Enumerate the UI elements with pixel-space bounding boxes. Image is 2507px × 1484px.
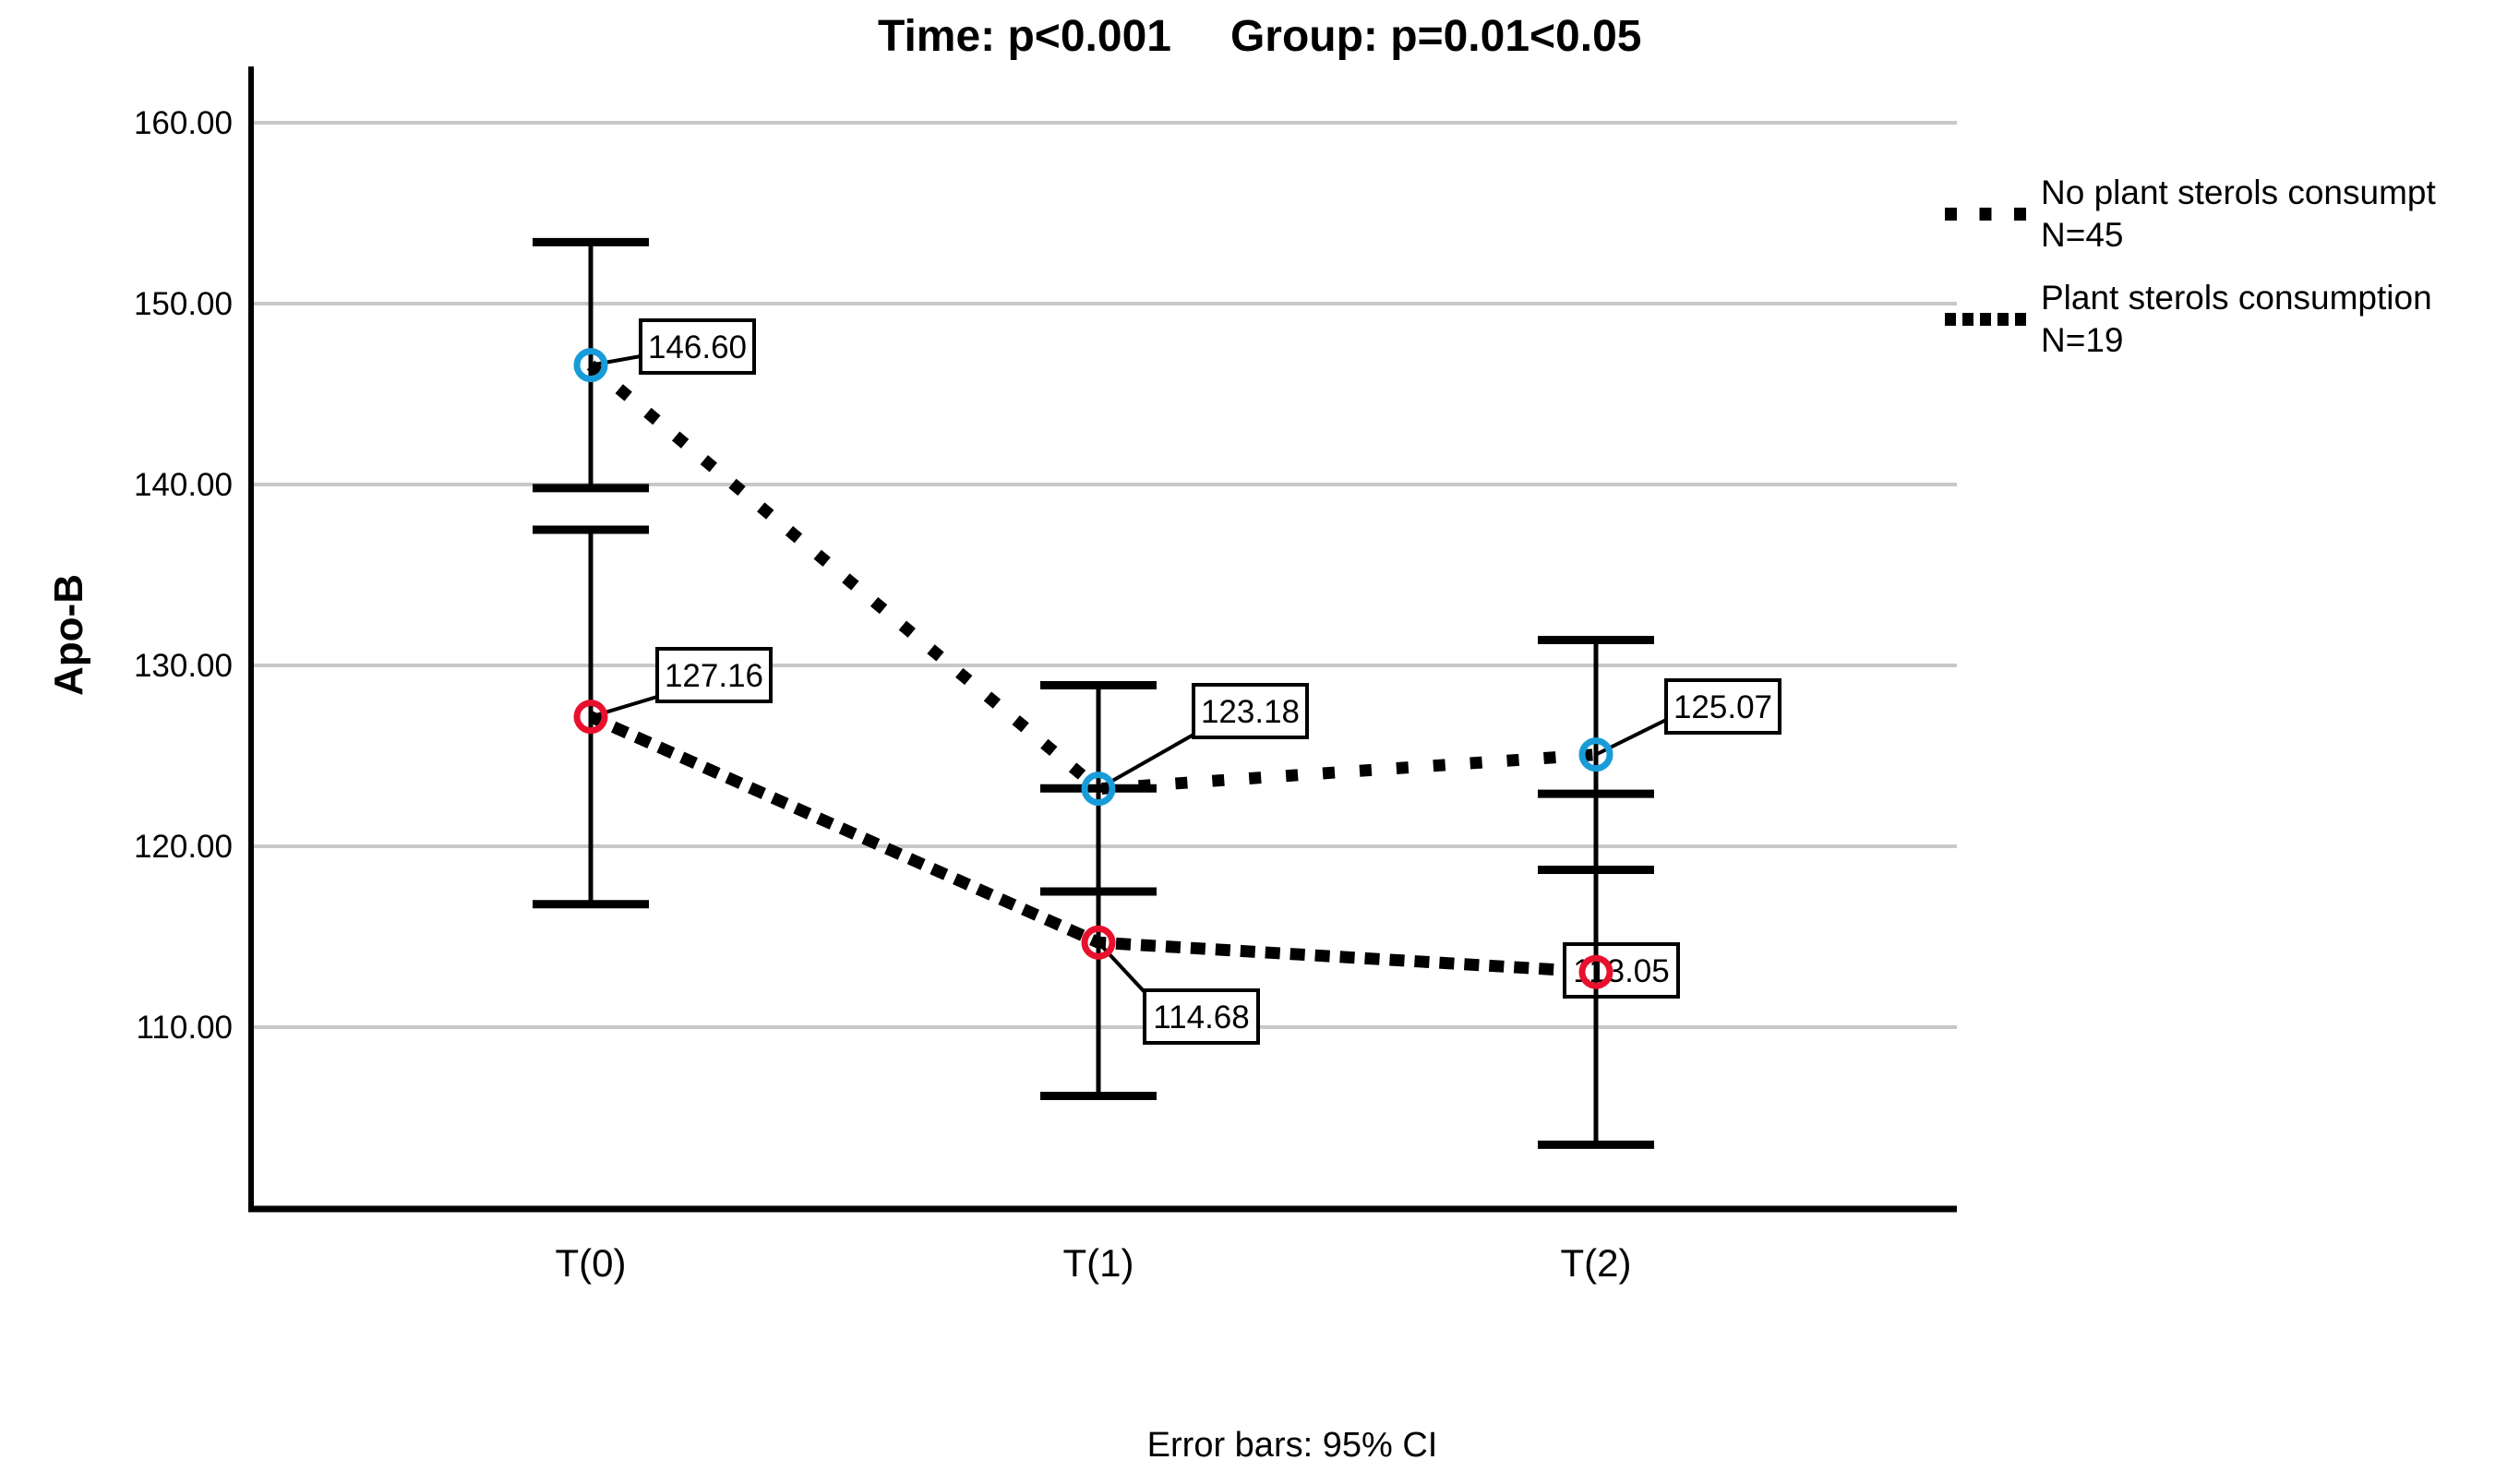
title-time-pvalue: Time: p<0.001: [878, 12, 1171, 61]
point-label-box: [1192, 683, 1309, 739]
y-tick-label: 140.00: [134, 467, 233, 503]
y-tick-label: 150.00: [134, 286, 233, 322]
title-group-pvalue: Group: p=0.01<0.05: [1230, 12, 1642, 61]
leader-line: [1098, 733, 1194, 791]
x-tick-label: T(1): [1063, 1241, 1134, 1285]
x-tick-label: T(2): [1561, 1241, 1632, 1285]
error-bars-caption: Error bars: 95% CI: [1146, 1426, 1438, 1465]
point-label: 123.18: [1201, 694, 1300, 730]
legend-label-series1: No plant sterols consumpt: [2041, 174, 2436, 211]
x-tick-label: T(0): [556, 1241, 627, 1285]
point-label-box: [1143, 988, 1260, 1045]
marker: [1081, 772, 1116, 807]
series-line: [588, 711, 1597, 978]
series-line: [586, 360, 1597, 796]
point-label: 146.60: [648, 329, 747, 365]
legend-item-plant-sterols: Plant sterols consumption N=19: [1943, 277, 2502, 362]
dotted-line-sample-icon: [1945, 208, 2026, 221]
y-tick-label: 130.00: [134, 648, 233, 684]
legend-n-series2: N=19: [2041, 321, 2124, 359]
dashed-line-sample-icon: [1945, 313, 2026, 326]
legend: No plant sterols consumpt N=45 Plant ste…: [1943, 172, 2502, 382]
legend-label-series2: Plant sterols consumption: [2041, 279, 2432, 317]
y-tick-label: 120.00: [134, 829, 233, 865]
marker: [573, 348, 608, 383]
legend-item-no-plant-sterols: No plant sterols consumpt N=45: [1943, 172, 2502, 257]
point-label: 125.07: [1673, 689, 1772, 725]
point-label-box: [655, 647, 773, 703]
chart-title: Time: p<0.001 Group: p=0.01<0.05: [878, 11, 1641, 62]
leader-line: [590, 354, 642, 367]
leader-line: [1097, 940, 1146, 994]
point-label: 114.68: [1153, 999, 1249, 1035]
marker: [1081, 925, 1116, 960]
point-label: 127.16: [665, 658, 763, 694]
marker: [1578, 954, 1613, 989]
marker: [1578, 737, 1613, 772]
y-tick-label: 110.00: [137, 1010, 233, 1046]
legend-n-series1: N=45: [2041, 216, 2124, 254]
point-label-box: [639, 318, 756, 375]
point-label-box: [1664, 678, 1781, 735]
marker: [573, 700, 608, 735]
y-tick-label: 160.00: [134, 105, 233, 141]
